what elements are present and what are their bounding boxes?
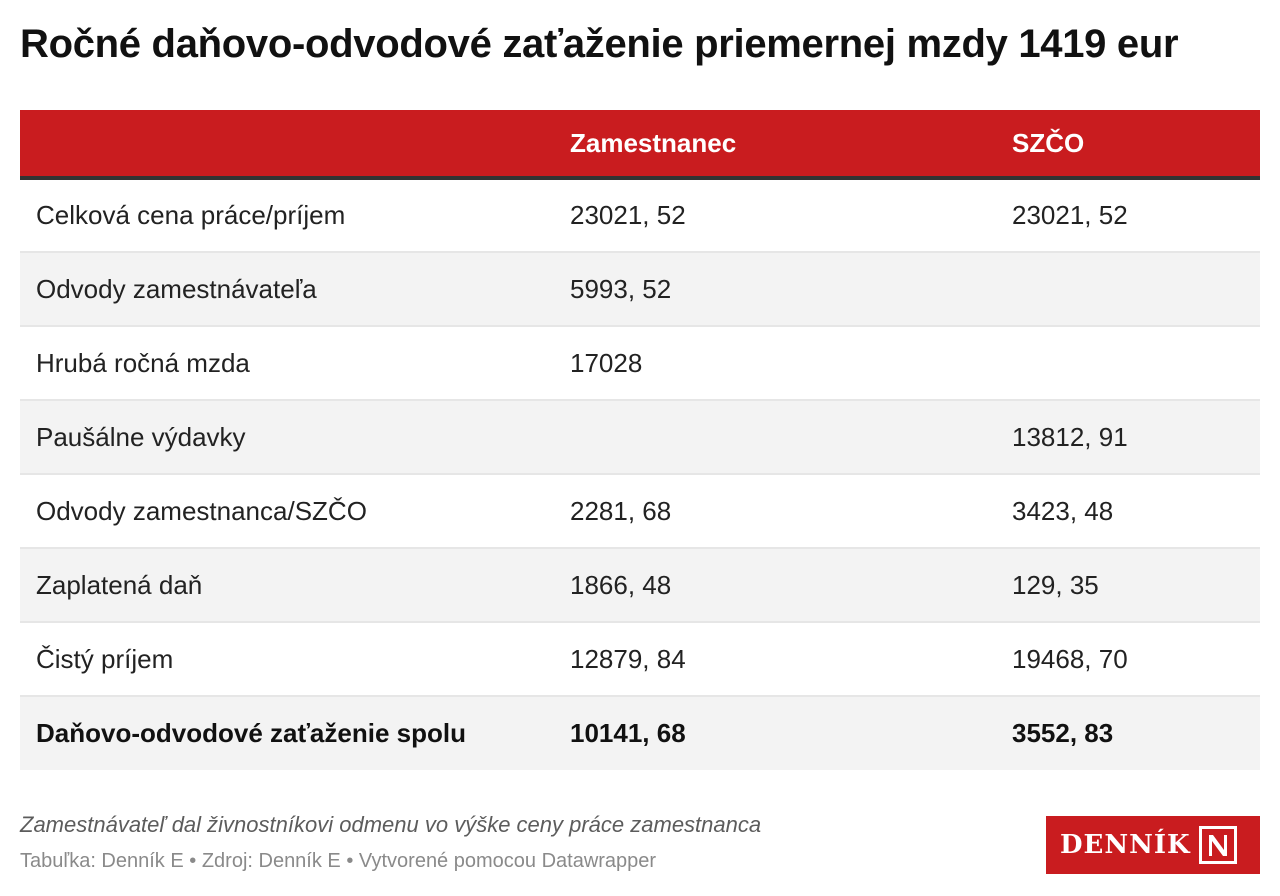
row-label: Zaplatená daň	[20, 548, 554, 623]
logo-wordmark: DENNÍK	[1060, 830, 1191, 860]
cell-szco	[996, 252, 1260, 327]
row-label: Paušálne výdavky	[20, 400, 554, 475]
row-label: Čistý príjem	[20, 622, 554, 697]
page-title: Ročné daňovo-odvodové zaťaženie priemern…	[20, 22, 1179, 66]
table-row: Odvody zamestnanca/SZČO 2281, 68 3423, 4…	[20, 474, 1260, 549]
table-row: Celková cena práce/príjem 23021, 52 2302…	[20, 178, 1260, 253]
cell-zamestnanec: 1866, 48	[554, 548, 996, 623]
cell-szco	[996, 326, 1260, 401]
column-header-szco: SZČO	[996, 110, 1260, 180]
cell-zamestnanec: 12879, 84	[554, 622, 996, 697]
cell-zamestnanec: 23021, 52	[554, 178, 996, 253]
table-row: Čistý príjem 12879, 84 19468, 70	[20, 622, 1260, 697]
row-label: Celková cena práce/príjem	[20, 178, 554, 253]
cell-zamestnanec: 17028	[554, 326, 996, 401]
total-zamestnanec: 10141, 68	[570, 718, 686, 748]
table-row: Paušálne výdavky 13812, 91	[20, 400, 1260, 475]
cell-zamestnanec: 5993, 52	[554, 252, 996, 327]
cell-szco: 3423, 48	[996, 474, 1260, 549]
cell-szco: 19468, 70	[996, 622, 1260, 697]
row-label: Odvody zamestnanca/SZČO	[20, 474, 554, 549]
total-label: Daňovo-odvodové zaťaženie spolu	[36, 718, 466, 748]
row-label: Odvody zamestnávateľa	[20, 252, 554, 327]
table-header-row: Zamestnanec SZČO	[20, 110, 1260, 180]
cell-szco: 129, 35	[996, 548, 1260, 623]
dennik-n-logo[interactable]: DENNÍK	[1046, 816, 1260, 874]
table-row: Odvody zamestnávateľa 5993, 52	[20, 252, 1260, 327]
source-line: Tabuľka: Denník E • Zdroj: Denník E • Vy…	[20, 850, 657, 872]
n-mark-icon	[1198, 826, 1237, 864]
total-szco: 3552, 83	[1012, 718, 1114, 748]
table-row: Hrubá ročná mzda 17028	[20, 326, 1260, 401]
column-header-zamestnanec: Zamestnanec	[554, 110, 996, 180]
data-table: Zamestnanec SZČO Celková cena práce/príj…	[20, 110, 1260, 770]
table-total-row: Daňovo-odvodové zaťaženie spolu 10141, 6…	[20, 696, 1260, 770]
footnote: Zamestnávateľ dal živnostníkovi odmenu v…	[20, 812, 762, 837]
cell-szco: 13812, 91	[996, 400, 1260, 475]
row-label: Hrubá ročná mzda	[20, 326, 554, 401]
cell-zamestnanec: 2281, 68	[554, 474, 996, 549]
column-header-label	[20, 110, 554, 180]
table-row: Zaplatená daň 1866, 48 129, 35	[20, 548, 1260, 623]
cell-szco: 23021, 52	[996, 178, 1260, 253]
cell-zamestnanec	[554, 400, 996, 475]
